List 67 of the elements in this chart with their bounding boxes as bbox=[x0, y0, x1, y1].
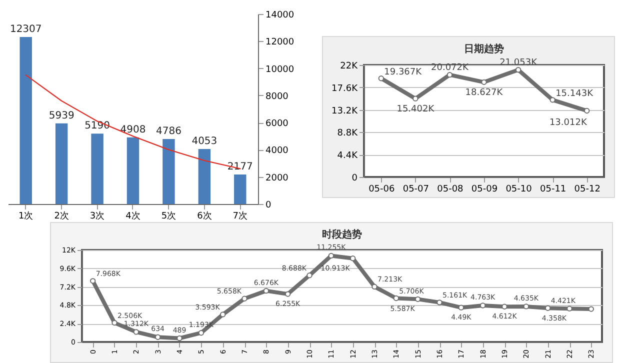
bar bbox=[234, 174, 246, 204]
data-label: 4786 bbox=[156, 126, 182, 138]
data-label: 15.143K bbox=[556, 88, 594, 99]
y-tick-label: 17.6K bbox=[332, 84, 359, 94]
y-tick-label: 22K bbox=[340, 62, 359, 72]
data-label: 12307 bbox=[10, 24, 42, 35]
data-label: 5190 bbox=[84, 120, 110, 132]
data-label: 5939 bbox=[48, 110, 74, 122]
x-tick-label: 1次 bbox=[18, 210, 34, 222]
point bbox=[220, 312, 226, 318]
point bbox=[306, 272, 312, 278]
x-tick-label: 05-11 bbox=[540, 184, 566, 194]
x-tick-label: 2次 bbox=[54, 210, 69, 222]
x-tick-label: 05-08 bbox=[437, 184, 464, 194]
data-label: 15.402K bbox=[396, 104, 436, 115]
point bbox=[176, 335, 182, 342]
data-label: 18.627K bbox=[465, 88, 504, 98]
y-tick-label: 8000 bbox=[266, 92, 289, 102]
y-tick-label: 14000 bbox=[266, 10, 294, 20]
data-label: 4908 bbox=[120, 124, 146, 136]
point bbox=[242, 296, 248, 302]
bar bbox=[162, 139, 175, 204]
x-tick-label: 05-12 bbox=[574, 184, 600, 194]
point bbox=[412, 96, 418, 102]
y-tick-label: 8.8K bbox=[337, 128, 359, 139]
y-tick-label: 12000 bbox=[266, 38, 294, 48]
y-tick-label: 2000 bbox=[266, 173, 289, 184]
y-tick-label: 6000 bbox=[266, 119, 289, 130]
y-tick-label: 4.4K bbox=[337, 151, 359, 162]
point bbox=[378, 76, 384, 82]
x-tick-label: 05-06 bbox=[368, 184, 395, 194]
data-label: 2177 bbox=[227, 161, 253, 172]
bar bbox=[91, 134, 104, 204]
point bbox=[198, 330, 204, 336]
point bbox=[90, 278, 96, 284]
point bbox=[372, 284, 378, 290]
data-label: 19.367K bbox=[384, 67, 423, 78]
chart-title: 日期趋势 bbox=[464, 42, 504, 55]
point bbox=[584, 108, 590, 114]
x-tick-label: 3次 bbox=[90, 210, 105, 222]
point bbox=[515, 66, 522, 73]
y-tick-label: 10000 bbox=[266, 64, 294, 75]
bar bbox=[198, 148, 211, 204]
bar bbox=[126, 137, 140, 204]
x-tick-label: 05-09 bbox=[471, 184, 498, 194]
x-tick-label: 05-07 bbox=[402, 184, 430, 194]
point bbox=[446, 72, 453, 78]
point bbox=[436, 300, 442, 306]
y-tick-label: 0 bbox=[266, 200, 272, 210]
bar bbox=[55, 123, 68, 204]
data-label: 4053 bbox=[192, 136, 218, 147]
x-tick-label: 7次 bbox=[232, 210, 248, 222]
data-label: 20.072K bbox=[431, 62, 470, 73]
x-tick-label: 4次 bbox=[126, 210, 140, 222]
data-label: 13.012K bbox=[549, 118, 588, 128]
x-tick-label: 5次 bbox=[161, 210, 176, 222]
point bbox=[112, 320, 118, 326]
y-tick-label: 4000 bbox=[266, 146, 289, 156]
x-tick-label: 6次 bbox=[197, 210, 212, 222]
x-tick-label: 05-10 bbox=[506, 184, 532, 194]
point bbox=[263, 288, 270, 294]
bar bbox=[20, 36, 32, 204]
y-tick-label: 0 bbox=[352, 174, 358, 184]
point bbox=[550, 97, 556, 103]
y-tick-label: 13.2K bbox=[332, 106, 359, 116]
chart-title: 时段趋势 bbox=[322, 228, 362, 241]
point bbox=[481, 79, 487, 86]
